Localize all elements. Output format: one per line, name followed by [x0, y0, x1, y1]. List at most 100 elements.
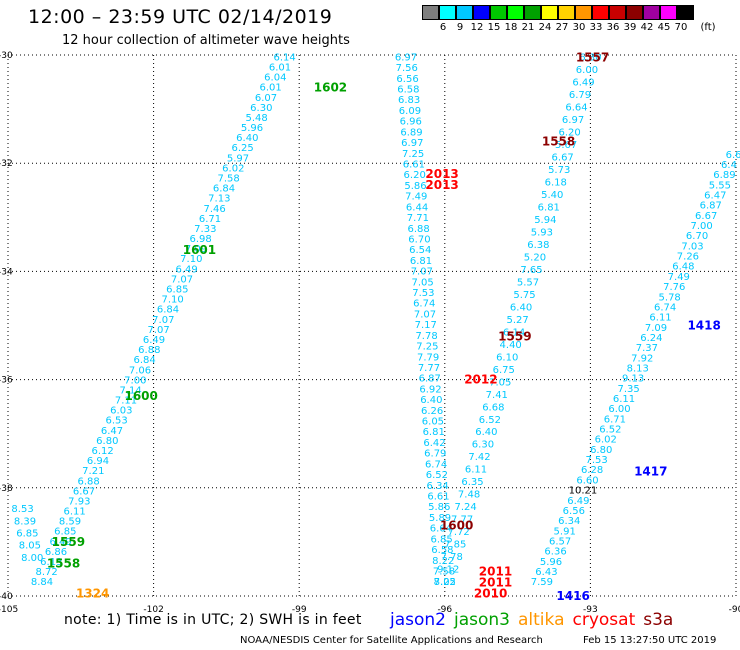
wave-height-value: 7.49: [405, 192, 427, 203]
wave-height-value: 6.12: [92, 446, 114, 457]
colorbar-bin: [677, 5, 694, 20]
colorbar-bin: [473, 5, 490, 20]
wave-height-value: 6.44: [406, 202, 428, 213]
colorbar-bin: [490, 5, 507, 20]
wave-height-value: 7.26: [677, 252, 699, 263]
wave-height-value: 6.67: [552, 152, 574, 163]
wave-height-value: 6.11: [465, 465, 487, 476]
wave-height-value: 5.91: [554, 526, 576, 537]
wave-height-value: 6.54: [409, 245, 431, 256]
wave-height-value: 6.70: [686, 231, 708, 242]
colorbar-bin: [558, 5, 575, 20]
wave-height-value: 6.49: [572, 77, 594, 88]
colorbar-label: 21: [521, 22, 535, 33]
wave-height-value: 6.58: [431, 545, 453, 556]
wave-height-value: 7.72: [448, 527, 470, 538]
wave-height-value: 5.73: [548, 165, 570, 176]
wave-height-value: 6.85: [166, 285, 188, 296]
wave-height-value: 6.79: [569, 90, 591, 101]
wave-height-value: 6.83: [398, 95, 420, 106]
wave-height-value: 6.05: [422, 417, 444, 428]
wave-height-value: 7.25: [416, 342, 438, 353]
pass-time-label: 1600: [440, 519, 473, 533]
wave-height-value: 5.96: [241, 123, 263, 134]
wave-height-value: 7.78: [415, 331, 437, 342]
wave-height-value: 7.10: [162, 295, 184, 306]
wave-height-value: 6.97: [395, 52, 417, 63]
wave-height-value: 7.07: [152, 315, 174, 326]
lat-tick-label: -40: [0, 592, 13, 602]
wave-height-value: 6.01: [260, 83, 282, 94]
wave-height-value: 9.12: [437, 565, 459, 576]
colorbar-bin: [456, 5, 473, 20]
legend-altika: altika: [518, 610, 565, 630]
wave-height-value: 6.96: [400, 117, 422, 128]
wave-height-value: 8.59: [59, 517, 81, 528]
wave-height-value: 7.24: [454, 502, 476, 513]
wave-height-value: 6.42: [423, 438, 445, 449]
wave-height-value: 6.14: [274, 52, 296, 63]
wave-height-value: 5.94: [534, 215, 556, 226]
satellite-tracks: 6.146.016.046.016.076.305.485.966.406.25…: [11, 52, 740, 588]
wave-height-value: 6.80: [96, 436, 118, 447]
wave-height-value: 6.49: [567, 496, 589, 507]
wave-height-value: 6.34: [558, 516, 580, 527]
colorbar-bin: [524, 5, 541, 20]
colorbar-label: 36: [606, 22, 620, 33]
lon-tick-label: -96: [437, 605, 452, 615]
colorbar-bin: [422, 5, 439, 20]
wave-height-value: 6.86: [45, 547, 67, 558]
wave-height-value: 7.78: [441, 552, 463, 563]
wave-height-value: 6.88: [138, 345, 160, 356]
track-1: 6.146.016.046.016.076.305.485.966.406.25…: [31, 52, 296, 588]
wave-height-value: 6.80: [590, 445, 612, 456]
wave-height-value: 6.57: [549, 536, 571, 547]
wave-height-value: 6.64: [565, 102, 587, 113]
colorbar-label: 15: [487, 22, 501, 33]
pass-time-label: 2012: [464, 373, 497, 387]
wave-height-value: 6.40: [510, 302, 532, 313]
colorbar-bin: [643, 5, 660, 20]
wave-height-value: 6.47: [704, 190, 726, 201]
wave-height-value: 7.71: [407, 213, 429, 224]
wave-height-value: 6.87: [700, 201, 722, 212]
pass-time-label: 1417: [634, 465, 667, 479]
wave-height-value: 7.59: [531, 577, 553, 588]
pass-time-label: 1602: [314, 80, 347, 94]
wave-height-value: 6.14: [503, 327, 525, 338]
chart-subtitle: 12 hour collection of altimeter wave hei…: [62, 33, 350, 48]
wave-height-value: 6.01: [269, 63, 291, 74]
wave-height-value: 7.76: [663, 282, 685, 293]
wave-height-value: 7.53: [412, 288, 434, 299]
wave-height-value: 5.57: [517, 277, 539, 288]
pass-time-label: 2011: [479, 565, 512, 579]
satellite-legend: jason2 jason3 altika cryosat s3a: [390, 610, 681, 630]
wave-height-value: 6.74: [425, 459, 447, 470]
colorbar-label: 39: [623, 22, 637, 33]
wave-height-value: 7.06: [129, 365, 151, 376]
wave-height-value: 6.49: [50, 537, 72, 548]
wave-height-value: 7.65: [520, 265, 542, 276]
wave-height-value: 7.77: [451, 515, 473, 526]
wave-height-value: 6.10: [496, 352, 518, 363]
wave-height-value: 5.86: [428, 502, 450, 513]
wave-height-value: 6.40: [475, 427, 497, 438]
wave-height-value: 6.81: [538, 202, 560, 213]
wave-height-value: 6.61: [427, 492, 449, 503]
wave-height-value: 5.78: [659, 292, 681, 303]
colorbar-bin: [609, 5, 626, 20]
wave-height-value: 6.24: [640, 333, 662, 344]
wave-height-value: 6.75: [493, 365, 515, 376]
colorbar-unit: (ft): [700, 22, 716, 33]
pass-time-label: 2011: [479, 575, 512, 589]
colorbar-label: 18: [504, 22, 518, 33]
wave-height-value: 7.92: [631, 353, 653, 364]
wave-height-value: 6.97: [562, 115, 584, 126]
wave-height-value: 7.07: [411, 267, 433, 278]
wave-height-value: 6.61: [403, 160, 425, 171]
colorbar-label: 30: [572, 22, 586, 33]
wave-height-value: 6.11: [64, 507, 86, 518]
wave-height-value: 6.30: [250, 103, 272, 114]
wave-height-value: 6.48: [672, 262, 694, 273]
pass-time-label: 2010: [474, 586, 507, 600]
